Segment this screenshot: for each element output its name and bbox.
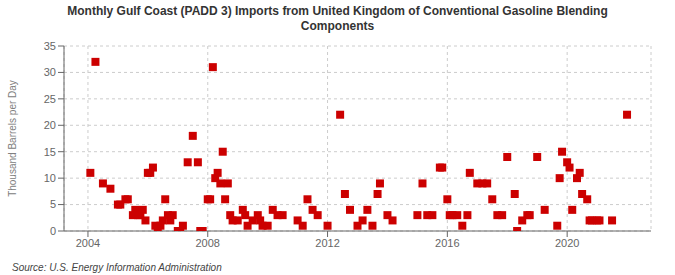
html-text:Monthly Gulf Coast (PADD 3) Im: Monthly Gulf Coast (PADD 3) Imports from… [67, 4, 608, 18]
svg-text:25: 25 [44, 93, 56, 105]
svg-text:0: 0 [50, 225, 56, 237]
svg-text:2020: 2020 [555, 237, 579, 249]
svg-text:15: 15 [44, 146, 56, 158]
svg-text:30: 30 [44, 66, 56, 78]
svg-text:20: 20 [44, 119, 56, 131]
svg-text:35: 35 [44, 40, 56, 52]
svg-text:2008: 2008 [196, 237, 220, 249]
svg-text:2012: 2012 [315, 237, 339, 249]
svg-text:Thousand Barrels per Day: Thousand Barrels per Day [8, 80, 18, 197]
svg-text:2004: 2004 [76, 237, 100, 249]
svg-text:10: 10 [44, 172, 56, 184]
svg-text:2016: 2016 [435, 237, 459, 249]
html-text:Source: U.S. Energy Informatio: Source: U.S. Energy Information Administ… [12, 262, 222, 273]
html-text:Components: Components [300, 19, 375, 33]
svg-text:5: 5 [50, 198, 56, 210]
